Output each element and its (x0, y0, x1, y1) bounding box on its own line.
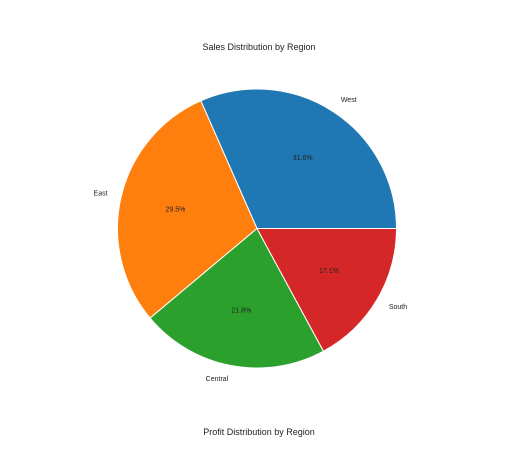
profit-chart-title: Profit Distribution by Region (203, 427, 315, 437)
pie-percent-east: 29.5% (166, 206, 186, 213)
pie-label-central: Central (206, 376, 229, 383)
pie-slice-east (117, 100, 258, 319)
pie-percent-central: 21.8% (231, 308, 251, 315)
pie-slices (117, 88, 398, 369)
sales-chart-title: Sales Distribution by Region (202, 42, 316, 52)
pie-slice-south (256, 228, 398, 352)
pie-label-west: West (341, 97, 357, 104)
pie-category-labels: West East Central South (94, 97, 408, 383)
pie-percent-south: 17.1% (319, 268, 339, 275)
pie-percent-labels: 31.6% 29.5% 21.8% 17.1% (166, 155, 339, 314)
pie-slice-central (149, 227, 325, 369)
pie-label-south: South (389, 304, 407, 311)
pie-label-east: East (94, 190, 108, 197)
pie-slice-west (200, 88, 398, 229)
pie-percent-west: 31.6% (293, 155, 313, 162)
sales-pie-chart: West East Central South 31.6% 29.5% 21.8% 17.1… (94, 88, 408, 383)
